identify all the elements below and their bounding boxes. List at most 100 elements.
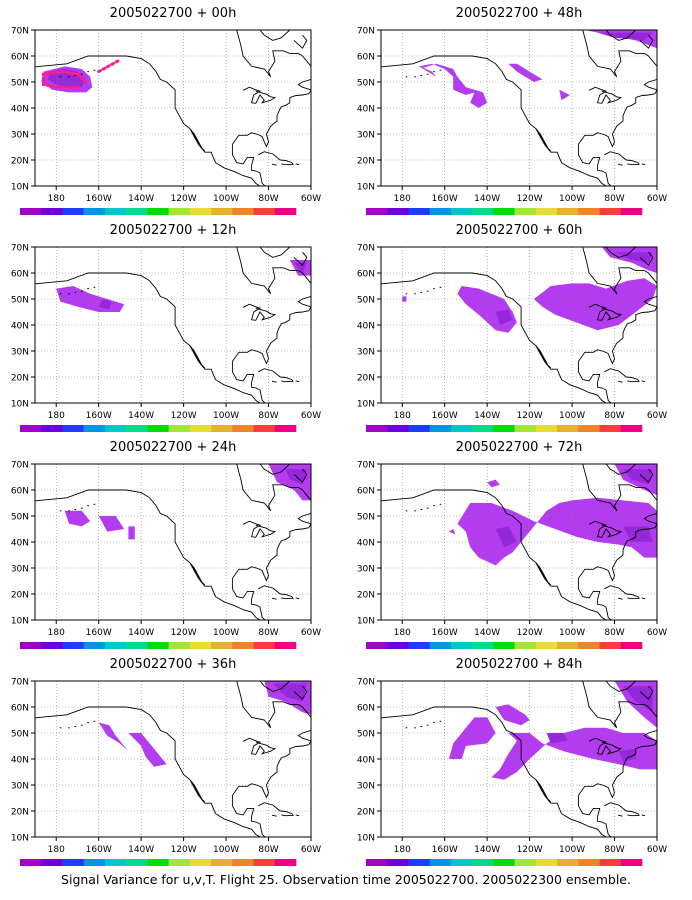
colorbar-swatch [493,208,515,215]
variance-region [487,479,500,488]
lat-label: 70N [357,461,375,471]
lat-label: 30N [11,131,29,141]
colorbar-swatch [450,208,473,215]
colorbar-swatch [168,859,191,866]
coastline [604,802,627,812]
coastline [259,681,291,692]
lat-label: 30N [11,348,29,358]
lat-label: 60N [11,487,29,497]
lat-label: 30N [357,565,375,575]
lon-label: 180 [394,628,411,638]
map-layer [35,30,311,186]
map-canvas: 70N 60N 50N 40N 30N 20N 10N 180 160W 140W 120W 100W… [357,678,667,866]
variance-region [508,63,543,82]
lon-label: 80W [604,411,624,421]
island [93,503,96,505]
coastline [578,744,655,799]
coastline [639,685,654,700]
island [80,73,83,75]
lon-label: 100W [559,194,585,204]
lat-label: 20N [357,157,375,167]
lat-label: 70N [357,244,375,254]
lat-label: 20N [357,808,375,818]
map-canvas: 70N 60N 50N 40N 30N 20N 10N 180 160W 140W 120W 100W… [11,27,321,215]
lat-label: 60N [11,270,29,280]
coastline [189,779,206,803]
coastline [643,270,657,311]
variance-region [98,516,125,532]
map-panel: 2005022700 + 72h 70N 60N 50N 40N 30N 20N 10N 180… [346,434,692,650]
colorbar-swatch [274,425,297,432]
panel-title: 2005022700 + 72h [455,440,583,455]
lat-label: 10N [357,834,375,844]
lon-label: 160W [86,194,112,204]
island [80,724,83,726]
coastline [313,729,326,741]
island [420,292,423,293]
island [426,73,429,75]
coastline [258,585,281,595]
panel-title: 2005022700 + 12h [109,223,237,238]
island [405,510,408,512]
colorbar-swatch [211,859,233,866]
colorbar-swatch [599,642,622,649]
lon-label: 160W [432,411,458,421]
coastline [641,814,646,817]
island [414,76,416,78]
lon-label: 120W [517,411,543,421]
panel-title: 2005022700 + 60h [455,223,583,238]
coastline [259,247,291,258]
colorbar-swatch [104,642,127,649]
colorbar-swatch [493,859,515,866]
coastline [242,303,277,321]
variance-region [559,89,570,101]
panel-title: 2005022700 + 00h [109,6,237,21]
lon-label: 100W [213,845,239,855]
coastline [641,163,646,166]
lat-label: 30N [11,565,29,575]
coastline [295,814,300,817]
coastline [295,163,300,166]
lat-label: 70N [11,27,29,37]
colorbar-swatch [232,208,254,215]
coastline [35,473,261,620]
panel-title: 2005022700 + 48h [455,6,583,21]
colorbar-swatch [450,425,473,432]
colorbar-swatch [472,642,494,649]
coastline [231,361,266,403]
colorbar-swatch [493,425,515,432]
map-canvas: 70N 60N 50N 40N 30N 20N 10N 180 160W 140W 120W 100W… [11,244,321,432]
lon-label: 100W [559,845,585,855]
coastline [35,39,261,186]
colorbar-swatch [429,208,452,215]
island [405,293,408,295]
colorbar-swatch [429,425,452,432]
coastline [582,247,645,295]
coastline [641,597,646,600]
coastline [280,593,294,600]
lon-label: 160W [86,628,112,638]
lon-label: 140W [474,845,500,855]
colorbar-swatch [472,859,494,866]
coastline [535,128,552,152]
island [74,509,77,510]
coastline [618,814,623,817]
island [426,507,429,509]
coastline [297,53,311,94]
colorbar-swatch [408,859,430,866]
colorbar-swatch [104,425,127,432]
lon-label: 80W [258,628,278,638]
colorbar-swatch [189,642,212,649]
coastline [643,53,657,94]
lat-label: 20N [11,157,29,167]
lat-label: 70N [11,678,29,688]
colorbar-swatch [366,425,388,432]
lon-label: 180 [48,628,65,638]
lon-label: 160W [432,845,458,855]
coastline [297,487,311,528]
coastline [189,128,206,152]
coastline [659,512,672,524]
map-canvas: 70N 60N 50N 40N 30N 20N 10N 180 160W 140W 120W 100W… [357,27,667,215]
lat-label: 60N [11,53,29,63]
coastline [626,159,640,166]
